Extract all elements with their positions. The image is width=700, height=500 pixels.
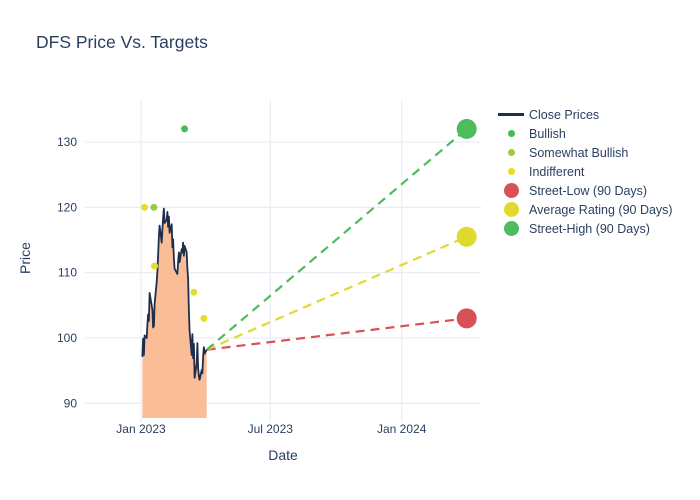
legend-item-bullish[interactable]: Bullish	[495, 124, 673, 143]
target-marker-average-rating-90-days	[456, 226, 477, 247]
rating-dot-somewhat-bullish	[150, 203, 158, 211]
y-tick-label: 130	[57, 135, 77, 149]
dot-marker-icon	[503, 221, 519, 236]
y-tick-label: 120	[57, 200, 77, 214]
legend-item-label: Somewhat Bullish	[529, 145, 629, 160]
dot-marker-icon	[507, 130, 515, 137]
line-marker-icon	[498, 113, 524, 116]
legend-item-average-rating[interactable]: Average Rating (90 Days)	[495, 200, 673, 219]
dot-marker-icon	[507, 168, 515, 175]
rating-dot-bullish	[181, 125, 189, 133]
dot-marker-icon	[503, 202, 519, 217]
target-line-street-low-90-days	[206, 317, 467, 351]
legend-item-street-high[interactable]: Street-High (90 Days)	[495, 219, 673, 238]
legend-item-label: Street-High (90 Days)	[529, 221, 650, 236]
rating-dot-indifferent	[141, 203, 149, 211]
x-tick-label: Jan 2024	[377, 422, 427, 436]
legend-item-somewhat-bullish[interactable]: Somewhat Bullish	[495, 143, 673, 162]
dot-marker-icon	[503, 183, 519, 198]
legend-item-indifferent[interactable]: Indifferent	[495, 162, 673, 181]
legend-item-label: Bullish	[529, 126, 566, 141]
y-tick-label: 90	[64, 396, 78, 410]
legend-item-street-low[interactable]: Street-Low (90 Days)	[495, 181, 673, 200]
legend-item-label: Street-Low (90 Days)	[529, 183, 648, 198]
y-axis-title: Price	[17, 242, 33, 274]
chart-title: DFS Price Vs. Targets	[36, 32, 208, 52]
target-marker-street-high-90-days	[456, 118, 477, 139]
legend-item-close-prices[interactable]: Close Prices	[495, 105, 673, 124]
legend-item-label: Indifferent	[529, 164, 585, 179]
y-tick-label: 100	[57, 331, 77, 345]
rating-dot-indifferent	[151, 262, 159, 270]
x-tick-label: Jan 2023	[116, 422, 166, 436]
close-prices-line	[141, 207, 208, 381]
x-axis-title: Date	[268, 447, 298, 463]
y-tick-label: 110	[58, 266, 77, 280]
rating-dot-indifferent	[200, 314, 208, 322]
x-tick-label: Jul 2023	[248, 422, 294, 436]
rating-dot-indifferent	[190, 288, 198, 296]
legend: Close Prices Bullish Somewhat Bullish In…	[495, 105, 673, 238]
target-line-average-rating-90-days	[206, 235, 468, 351]
target-marker-street-low-90-days	[456, 308, 477, 329]
dot-marker-icon	[507, 149, 515, 156]
legend-item-label: Close Prices	[529, 107, 600, 122]
legend-item-label: Average Rating (90 Days)	[529, 202, 673, 217]
target-line-street-high-90-days	[205, 128, 468, 351]
